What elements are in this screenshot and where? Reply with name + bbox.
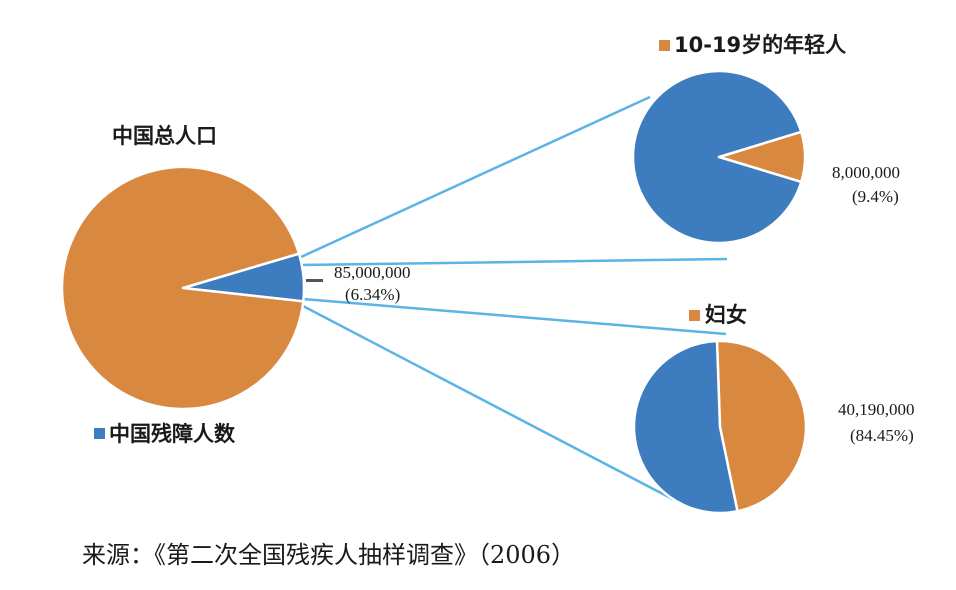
youth-legend-label: 10-19岁的年轻人: [674, 33, 846, 57]
connector-line-3: [302, 297, 727, 336]
connector-lines: [300, 95, 728, 507]
main-legend-label: 中国残障人数: [109, 422, 236, 446]
women-legend-swatch: [689, 310, 700, 321]
women-legend-label: 妇女: [705, 303, 747, 327]
youth-legend-swatch: [659, 40, 670, 51]
main-slice-other: [60, 165, 305, 411]
youth-slice-other: [631, 69, 803, 245]
main-slice-percent: (6.34%): [345, 285, 400, 304]
youth-slice-percent: (9.4%): [852, 187, 899, 206]
main-slice-value: 85,000,000: [334, 263, 411, 282]
main-legend-swatch: [94, 428, 105, 439]
pie-group: [60, 69, 808, 515]
connector-line-4: [302, 304, 685, 507]
women-slice-women: [715, 339, 808, 513]
women-slice-percent: (84.45%): [850, 426, 914, 445]
main-pie-title: 中国总人口: [112, 124, 217, 148]
youth-slice-value: 8,000,000: [832, 163, 900, 182]
connector-line-2: [300, 257, 728, 267]
women-slice-other: [632, 339, 739, 515]
women-slice-value: 40,190,000: [838, 400, 915, 419]
connector-line-1: [300, 95, 651, 259]
main-label-dash: [306, 279, 323, 282]
source-note: 来源：《第二次全国残疾人抽样调查》（2006）: [82, 541, 575, 569]
